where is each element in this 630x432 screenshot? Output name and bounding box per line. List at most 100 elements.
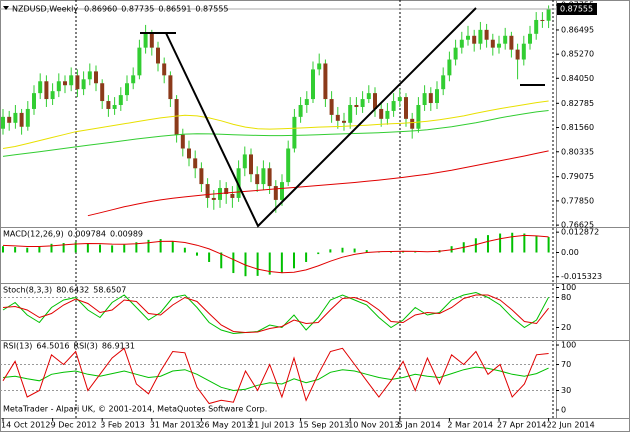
candle-body: [323, 63, 328, 100]
ohlc-value: 0.87555: [195, 5, 228, 14]
candle-body: [348, 104, 353, 123]
candle-body: [255, 174, 260, 185]
x-tick-label: 15 Sep 2013: [299, 421, 350, 430]
menu-icon[interactable]: [3, 6, 9, 10]
candle-body: [180, 134, 185, 149]
candle-body: [435, 89, 439, 104]
price-label: 0.87555: [560, 4, 593, 13]
candle-body: [1, 116, 5, 129]
x-tick-label: 10 Nov 2013: [348, 421, 399, 430]
candle-body: [397, 97, 402, 102]
x-tick-label: 27 Apr 2014: [497, 421, 546, 430]
indicator-line: [2, 100, 549, 149]
y-tick-label: 0.84050: [561, 74, 594, 83]
y-tick-label: 100: [561, 341, 576, 350]
candle-body: [193, 158, 198, 169]
candle-body: [224, 188, 229, 194]
candle-body: [515, 49, 520, 60]
price-box: [557, 2, 597, 15]
indicator-line: [2, 291, 550, 335]
ohlc-value: 0.86591: [158, 5, 191, 14]
candle-body: [168, 75, 173, 100]
series-name: RSI(13): [3, 342, 32, 351]
candle-body: [156, 47, 160, 64]
y-tick-label: 0: [561, 406, 566, 415]
candle-body: [44, 81, 49, 100]
indicator-line: [2, 366, 549, 392]
candle-body: [199, 168, 204, 185]
candle-body: [280, 182, 284, 200]
candle-body: [211, 197, 216, 200]
candle-body: [342, 120, 346, 123]
candle-body: [143, 33, 148, 48]
candle-body: [162, 63, 167, 76]
candle-body: [509, 35, 514, 50]
candle-body: [404, 97, 408, 119]
candle-body: [112, 104, 117, 109]
series-last-value: 86.9131: [102, 342, 135, 351]
candle-body: [205, 184, 210, 198]
x-tick-label: 2 Mar 2014: [447, 421, 493, 430]
y-tick-label: 100: [561, 283, 576, 292]
candle-body: [69, 75, 74, 86]
candle-body: [354, 104, 359, 107]
candle-body: [366, 93, 371, 100]
series-last-value: 0.00989: [110, 230, 143, 239]
candle-body: [149, 33, 154, 48]
candle-body: [7, 116, 12, 123]
candle-body: [484, 29, 489, 40]
candle-body: [410, 118, 415, 129]
candle-body: [81, 79, 86, 90]
candle-body: [304, 99, 309, 105]
y-tick-label: 0.85270: [561, 50, 594, 59]
y-tick-label: 0.82785: [561, 99, 594, 108]
candle-body: [528, 33, 532, 44]
candle-body: [311, 69, 315, 100]
y-tick-label: 0.80335: [561, 147, 594, 156]
indicator-line: [2, 294, 549, 334]
candle-body: [497, 43, 501, 48]
candle-body: [174, 99, 179, 135]
candle-body: [187, 148, 191, 159]
series-last-value: 64.5016: [36, 342, 69, 351]
series-last-value: 58.6507: [93, 286, 126, 295]
candle-body: [422, 93, 427, 105]
candle-body: [453, 47, 458, 60]
candle-body: [329, 99, 334, 115]
candle-body: [428, 93, 433, 104]
ohlc-value: 0.86960: [84, 5, 117, 14]
y-tick-label: 70: [561, 360, 571, 369]
y-tick-label: 20: [561, 323, 571, 332]
copyright: MetaTrader - Alpari UK, © 2001-2014, Met…: [3, 405, 267, 414]
candle-body: [298, 104, 303, 117]
x-tick-label: 14 Oct 2012: [1, 421, 50, 430]
candle-body: [447, 59, 452, 76]
candle-body: [490, 39, 495, 48]
candle-body: [56, 81, 61, 92]
indicator-line: [87, 150, 549, 217]
chart-title: NZDUSD,Weekly: [12, 5, 78, 14]
candle-body: [100, 83, 105, 102]
candle-body: [242, 154, 247, 169]
indicator-line: [2, 234, 549, 274]
x-tick-label: 9 Dec 2012: [51, 421, 97, 430]
candle-body: [466, 35, 470, 40]
candle-body: [32, 93, 36, 109]
candle-body: [503, 35, 508, 44]
candle-body: [292, 116, 297, 149]
candle-body: [131, 75, 136, 84]
x-tick-label: 26 May 2013: [199, 421, 251, 430]
candle-body: [335, 114, 340, 121]
y-tick-label: 0.76625: [561, 221, 594, 230]
series-name: RSI(3): [74, 342, 98, 351]
y-tick-label: 0.77850: [561, 196, 594, 205]
ohlc-value: 0.87735: [121, 5, 154, 14]
y-tick-label: 80: [561, 293, 571, 302]
y-tick-label: 0.012872: [561, 228, 599, 237]
indicator-title: Stoch(8,3,3): [3, 286, 52, 295]
candle-body: [137, 47, 142, 76]
candle-body: [261, 168, 266, 185]
x-tick-label: 5 Jan 2014: [398, 421, 441, 430]
candle-body: [360, 99, 365, 107]
